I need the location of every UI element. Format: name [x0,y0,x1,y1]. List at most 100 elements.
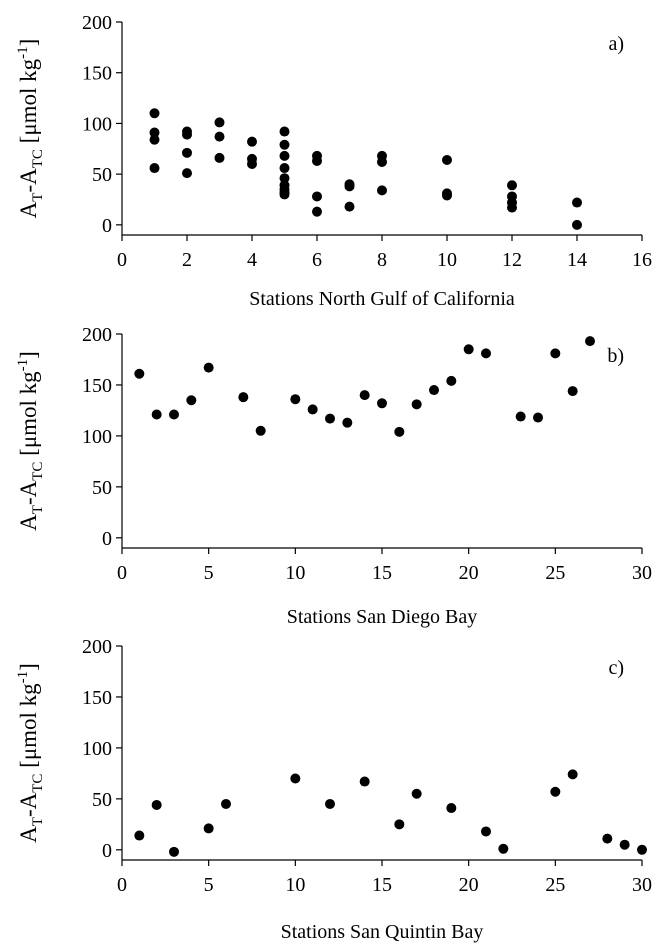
y-axis-title-part: T [30,193,46,202]
x-tick-label: 20 [459,562,479,584]
data-point [151,409,162,420]
data-point [325,798,335,809]
x-tick-label: 15 [372,874,392,896]
data-point [169,409,179,420]
y-axis-title-part: TC [30,774,46,793]
x-tick-label: 4 [247,249,257,271]
data-point [169,846,179,857]
data-point [149,163,160,174]
x-tick-label: 10 [437,249,457,271]
data-point [214,152,225,163]
data-point [507,202,517,213]
x-tick-label: 20 [459,874,479,896]
x-tick-label: 2 [182,249,192,271]
x-tick-label: 10 [285,874,305,896]
y-axis-title: AT-ATC [μmol kg-1] [15,663,46,843]
y-tick-label: 0 [102,215,112,237]
data-point [377,156,387,167]
data-point [446,803,457,814]
y-axis-title-part: T [30,505,46,514]
x-tick-label: 30 [632,562,652,584]
data-point [238,392,249,403]
data-point [279,139,290,150]
y-axis-title-part: -1 [15,671,31,684]
data-point [637,844,647,855]
y-axis-title-part: -1 [15,46,31,59]
x-axis-title: Stations San Diego Bay [287,606,478,628]
data-point [411,788,422,799]
x-tick-label: 12 [502,249,522,271]
data-point [279,126,290,137]
data-point [344,201,355,212]
data-point [312,206,322,217]
y-tick-label: 50 [92,477,112,499]
data-point [247,136,257,147]
data-point [498,843,509,854]
data-point [377,185,387,196]
y-axis-title-part: -A [16,792,41,817]
x-tick-label: 30 [632,874,652,896]
data-point [572,219,582,230]
data-point [567,386,578,397]
x-tick-label: 5 [204,562,214,584]
data-point [442,190,452,201]
y-tick-label: 150 [82,375,112,397]
x-tick-label: 25 [545,874,565,896]
chart-panel-b: 0 50 100 150 200 0 5 10 15 20 25 30 b) Stations San D… [15,324,652,628]
y-axis-title-part: -A [16,480,41,505]
data-point [567,769,578,780]
y-tick-label: 100 [82,738,112,760]
data-point [446,375,457,386]
x-axis-title: Stations San Quintin Bay [281,921,484,943]
x-axis-title: Stations North Gulf of California [249,288,515,310]
y-axis-title-part: A [16,514,41,531]
data-point [463,344,474,355]
data-point [214,117,225,128]
data-point [442,154,452,165]
x-tick-label: 16 [632,249,652,271]
y-axis-title-part: ] [16,663,41,671]
y-axis-title-part: A [16,201,41,218]
x-tick-label: 8 [377,249,387,271]
y-tick-label: 200 [82,324,112,346]
y-axis-title-part: ] [16,351,41,359]
data-point [149,134,160,145]
x-tick-label: 10 [285,562,305,584]
data-point [182,129,192,140]
x-tick-label: 25 [545,562,565,584]
y-axis-title-part: [μmol kg [16,371,41,462]
y-axis-title-part: [μmol kg [16,683,41,774]
data-point [149,108,160,119]
data-point [279,173,290,184]
data-point [307,404,318,415]
data-point [312,191,322,202]
x-tick-label: 5 [204,874,214,896]
x-tick-label: 15 [372,562,392,584]
y-tick-label: 150 [82,687,112,709]
data-point [151,799,162,810]
x-tick-label: 0 [117,249,127,271]
panel-label: a) [608,33,624,55]
y-tick-label: 0 [102,528,112,550]
data-point [377,398,387,409]
x-tick-label: 0 [117,874,127,896]
panel-label: c) [608,657,624,679]
data-point [394,426,405,437]
panel-label: b) [607,345,624,367]
data-point [572,197,582,208]
data-point [394,819,405,830]
data-point [203,362,214,373]
data-point [585,336,595,347]
y-axis-title-part: ] [16,39,41,47]
data-point [290,394,301,405]
data-point [279,150,290,161]
y-tick-label: 200 [82,636,112,658]
x-tick-label: 6 [312,249,322,271]
data-point [279,189,290,200]
data-point [182,168,192,179]
data-point [134,830,145,841]
chart-panel-a: 0 50 100 150 200 0 2 4 6 8 10 12 14 16 a) Stations Nort… [15,12,652,310]
y-axis-title-part: A [16,826,41,843]
data-point [344,181,355,192]
x-tick-label: 0 [117,562,127,584]
